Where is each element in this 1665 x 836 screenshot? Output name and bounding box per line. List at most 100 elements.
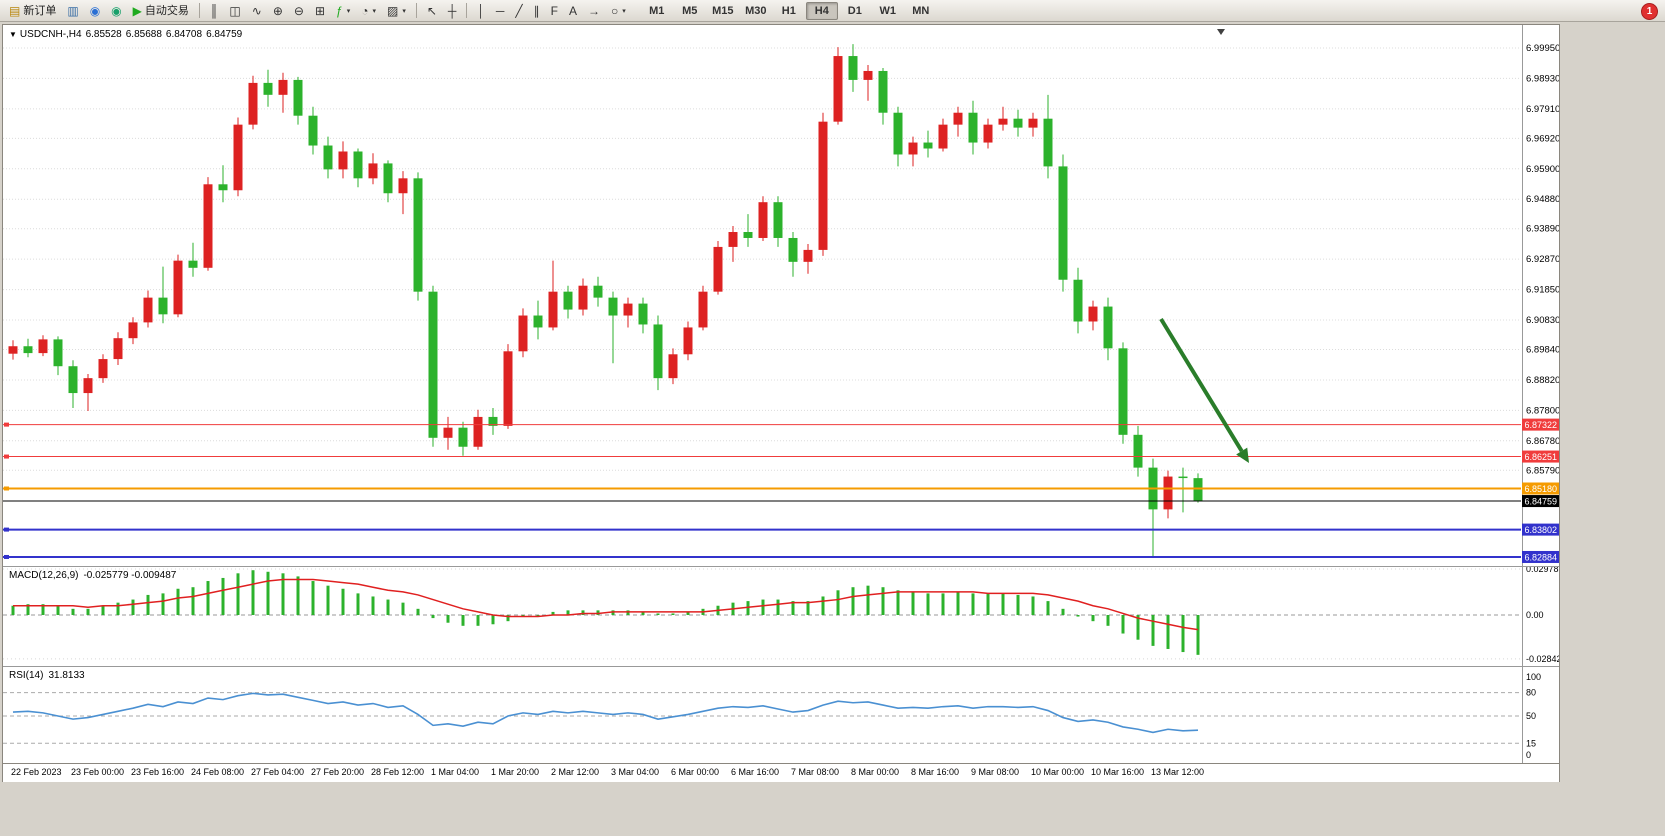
candle-up <box>368 153 378 185</box>
zoom-out-button[interactable]: ⊖ <box>289 1 309 21</box>
candle-down <box>788 232 798 277</box>
candles-chart-button[interactable]: ◫ <box>224 1 245 21</box>
macd-histogram-bar <box>116 602 120 615</box>
macd-histogram-bar <box>806 601 810 615</box>
timeframe-d1[interactable]: D1 <box>847 4 862 17</box>
market-button[interactable]: ◉ <box>106 1 126 21</box>
time-axis[interactable]: 22 Feb 2023 23 Feb 00:00 23 Feb 16:00 24 Fe… <box>3 763 1559 782</box>
line-chart-button[interactable]: ∿ <box>247 1 267 21</box>
chart-shift-marker[interactable] <box>1217 29 1225 35</box>
timeframe-m30[interactable]: M30 <box>745 4 767 17</box>
candle-up <box>128 317 138 345</box>
candle-up <box>83 373 93 411</box>
chart-window-button[interactable]: ▥ <box>62 1 83 21</box>
resistance-line-1-handle[interactable] <box>4 422 9 427</box>
periods-button[interactable]: ◔ ▾ <box>356 1 381 21</box>
candle-up <box>248 75 258 130</box>
toolbar-separator <box>415 3 417 18</box>
timeframe-w1[interactable]: W1 <box>879 4 897 17</box>
dropdown-caret-icon[interactable]: ▾ <box>346 7 351 15</box>
candle-down <box>383 160 393 203</box>
text-button[interactable]: A <box>564 1 582 21</box>
chart-window-icon: ▥ <box>67 3 79 18</box>
rsi-pane[interactable]: 100 80 50 15 0 <box>3 667 1559 763</box>
resistance-line-1-badge-label: 6.87322 <box>1525 420 1558 430</box>
autotrading-button[interactable]: ▶ 自动交易 <box>128 1 194 21</box>
new-order-button-label: 新订单 <box>23 4 57 17</box>
candle-down <box>53 336 63 376</box>
macd-histogram-bar <box>1031 596 1035 615</box>
candle-down <box>1178 467 1188 513</box>
macd-histogram-bar <box>1076 615 1080 617</box>
candle-down <box>458 421 468 456</box>
price-chart-pane[interactable]: 6.99950 6.98930 6.97910 6.96920 6.95900 6.948… <box>3 25 1559 567</box>
candle-up <box>668 348 678 385</box>
support-line-1-handle[interactable] <box>4 527 9 532</box>
resistance-line-2-handle[interactable] <box>4 454 9 459</box>
macd-histogram-bar <box>941 593 945 615</box>
crosshair-icon: ┼ <box>447 3 457 18</box>
mql5-community-button[interactable]: ◉ <box>85 1 105 21</box>
trend-arrow[interactable] <box>1159 317 1249 463</box>
zoom-in-button[interactable]: ⊕ <box>268 1 288 21</box>
timeframe-m15[interactable]: M15 <box>712 4 734 17</box>
dropdown-caret-icon[interactable]: ▾ <box>622 7 626 15</box>
new-order-button[interactable]: ▤ 新订单 <box>4 1 61 21</box>
arrows-button[interactable]: → <box>583 1 605 21</box>
vertical-line-icon: │ <box>477 3 485 18</box>
candle-down <box>1013 109 1023 137</box>
cursor-button[interactable]: ↖ <box>422 1 442 21</box>
indicators-button[interactable]: ƒ ▾ <box>331 1 355 21</box>
shapes-button[interactable]: ○ ▾ <box>606 1 631 21</box>
ellipse-icon: ○ <box>611 3 619 18</box>
time-axis-label: 23 Feb 00:00 <box>71 767 125 777</box>
candle-down <box>878 67 888 125</box>
time-axis-label: 23 Feb 16:00 <box>131 767 185 777</box>
candle-down <box>1058 154 1068 292</box>
trendline-button[interactable]: ╱ <box>510 1 527 21</box>
timeframe-mn[interactable]: MN <box>912 4 930 17</box>
candle-down <box>1103 297 1113 361</box>
timeframe-h1[interactable]: H1 <box>781 4 796 17</box>
crosshair-button[interactable]: ┼ <box>443 1 462 21</box>
macd-histogram-bar <box>596 610 600 615</box>
timeframe-m1[interactable]: M1 <box>649 4 665 17</box>
macd-histogram-bar <box>491 615 495 625</box>
candle-up <box>683 321 693 361</box>
macd-pane[interactable]: 0.029785 0.00 -0.028425 <box>3 567 1559 667</box>
pivot-line-handle[interactable] <box>4 486 9 491</box>
dropdown-caret-icon[interactable]: ▾ <box>402 7 406 15</box>
candle-down <box>218 165 228 203</box>
timeframe-h4[interactable]: H4 <box>805 1 838 20</box>
macd-histogram-bar <box>1151 615 1155 646</box>
templates-button[interactable]: ▨ ▾ <box>382 1 411 21</box>
macd-histogram-bar <box>506 615 510 622</box>
notifications-badge[interactable]: 1 <box>1641 3 1658 20</box>
dropdown-caret-icon[interactable]: ▾ <box>372 7 376 15</box>
macd-histogram-bar <box>386 599 390 615</box>
candle-down <box>743 214 753 247</box>
toolbar-buttons: ▤ 新订单 ▥ ◉ ◉ ▶ 自动交易 ║ ◫ ∿ ⊕ ⊖ ⊞ ƒ ▾ ◔ ▾ ▨ ▾ ↖ ┼ │ ─ ╱ ∥ F A → ○ ▾ <box>4 1 631 21</box>
bars-chart-button[interactable]: ║ <box>205 1 224 21</box>
tile-windows-icon: ⊞ <box>314 3 325 18</box>
channel-button[interactable]: ∥ <box>529 1 545 21</box>
tile-windows-button[interactable]: ⊞ <box>310 1 330 21</box>
chart-collapse-icon[interactable]: ▼ <box>9 30 17 39</box>
macd-histogram-bar <box>971 593 975 615</box>
candle-up <box>623 297 633 328</box>
macd-histogram-bar <box>1046 601 1050 615</box>
timeframe-m5[interactable]: M5 <box>682 4 698 17</box>
support-line-1-badge <box>1522 523 1559 536</box>
autotrading-button-label: 自动交易 <box>144 4 189 17</box>
support-line-2-handle[interactable] <box>4 554 9 559</box>
candle-up <box>833 47 843 125</box>
macd-histogram-bar <box>866 585 870 615</box>
candle-up <box>278 72 288 113</box>
candle-down <box>773 196 783 247</box>
macd-histogram-bar <box>281 573 285 615</box>
fibonacci-button[interactable]: F <box>546 1 563 21</box>
candle-up <box>38 335 48 357</box>
horizontal-line-button[interactable]: ─ <box>491 1 510 21</box>
vertical-line-button[interactable]: │ <box>472 1 490 21</box>
toolbar-separator <box>466 3 468 18</box>
